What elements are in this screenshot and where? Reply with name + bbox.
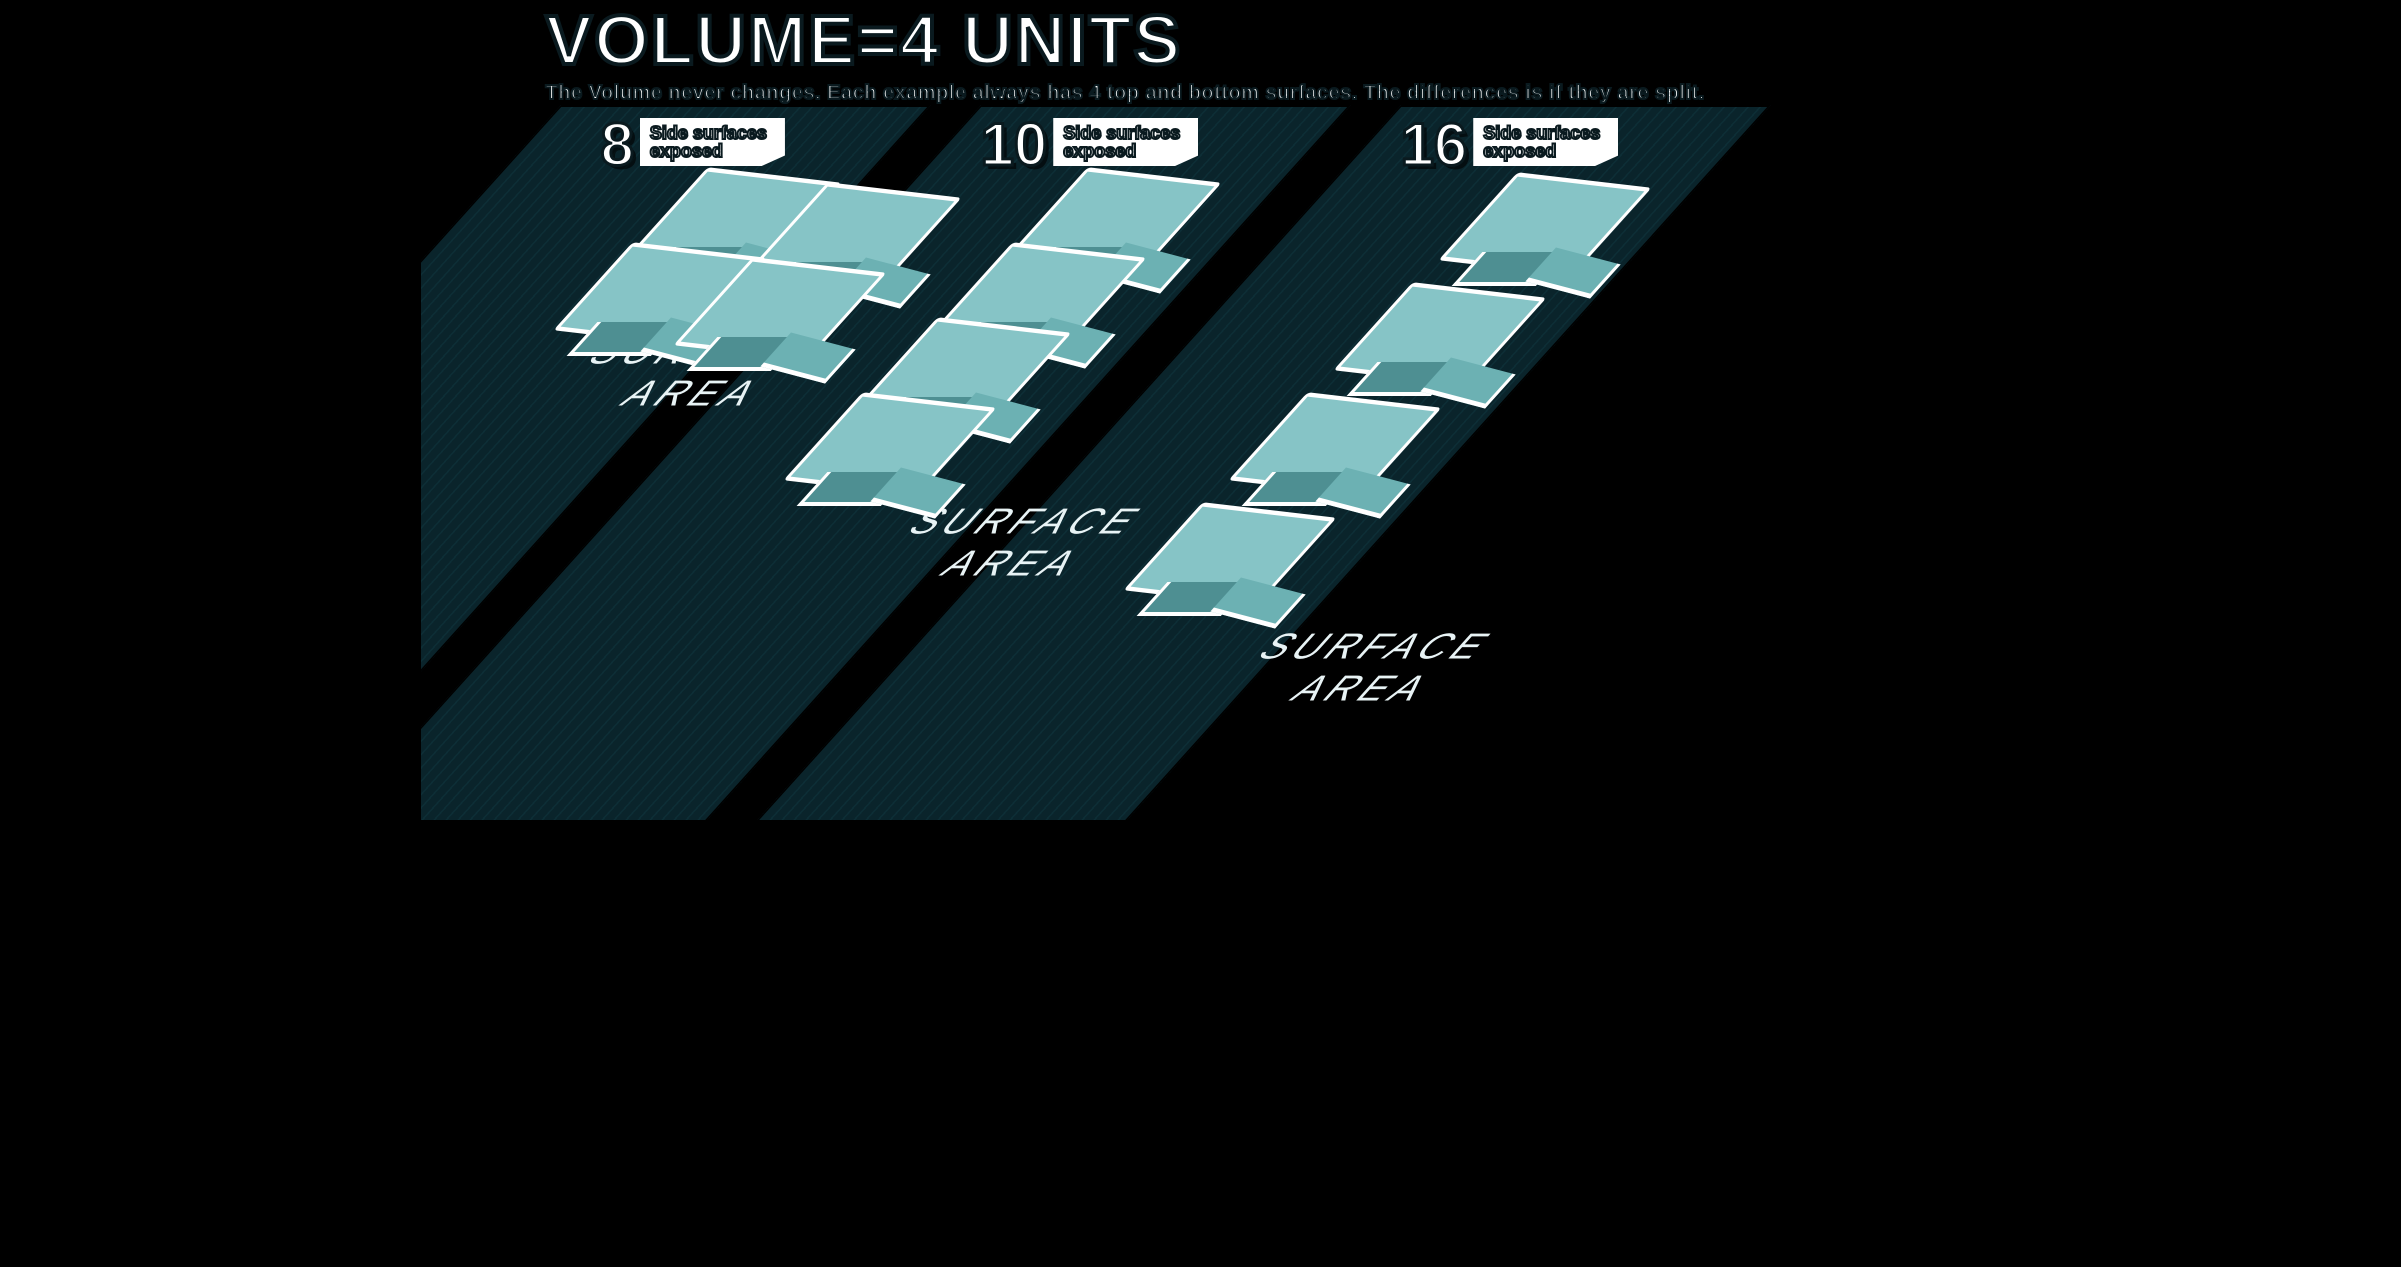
badge-3: 16 Side surfaces exposed (1401, 118, 1619, 172)
cube (1156, 510, 1296, 650)
infographic-stage: VOLUME=4 UNITS The Volume never changes.… (421, 0, 1981, 820)
badge-2-number: 10 (981, 118, 1048, 172)
cube (816, 400, 956, 540)
title: VOLUME=4 UNITS (546, 0, 1183, 80)
badge-2-label: Side surfaces exposed (1053, 118, 1198, 166)
badge-1-number: 8 (601, 118, 634, 172)
badge-3-number: 16 (1401, 118, 1468, 172)
badge-3-label: Side surfaces exposed (1473, 118, 1618, 166)
badge-2: 10 Side surfaces exposed (981, 118, 1199, 172)
badge-1: 8 Side surfaces exposed (601, 118, 785, 172)
subtitle: The Volume never changes. Each example a… (546, 82, 1705, 105)
cube-layer (421, 105, 1981, 820)
badge-1-label: Side surfaces exposed (640, 118, 785, 166)
cube (706, 265, 846, 405)
